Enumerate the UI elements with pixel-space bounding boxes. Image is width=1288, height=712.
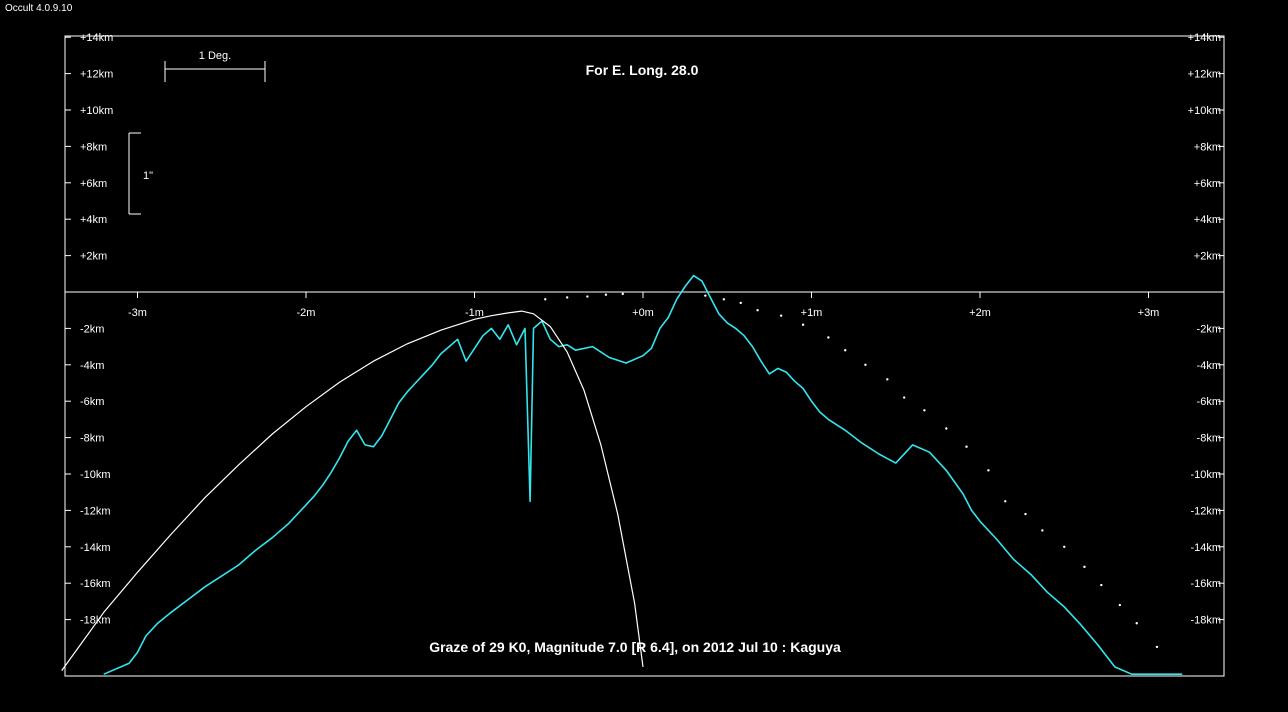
y-tick-label-right: -16km bbox=[1190, 578, 1221, 590]
y-tick-label-right: -2km bbox=[1197, 323, 1221, 335]
y-tick-label-left: +6km bbox=[80, 178, 107, 190]
y-tick-label-right: -14km bbox=[1190, 542, 1221, 554]
y-tick-label-left: -16km bbox=[80, 578, 111, 590]
limb-profile-line bbox=[103, 274, 1183, 676]
y-tick-label-right: +4km bbox=[1194, 214, 1221, 226]
axis-tick-labels: -3m -2m -1m +0m +1m +2m +3m +14km +14km +12km +12k… bbox=[80, 32, 1221, 626]
axis-ticks bbox=[65, 36, 1224, 621]
y-tick-label-left: +12km bbox=[80, 69, 113, 81]
y-tick-label-left: -14km bbox=[80, 542, 111, 554]
y-tick-label-right: -4km bbox=[1197, 360, 1221, 372]
limit-dot bbox=[544, 298, 547, 301]
limit-dot bbox=[779, 314, 783, 317]
x-tick-label: -2m bbox=[297, 307, 316, 319]
limit-dot bbox=[722, 298, 726, 301]
y-tick-label-right: -6km bbox=[1197, 396, 1221, 408]
y-tick-label-left: +2km bbox=[80, 251, 107, 263]
chart-title: For E. Long. 28.0 bbox=[586, 62, 699, 78]
limit-dot bbox=[565, 296, 569, 299]
limit-dot bbox=[1155, 645, 1159, 649]
y-tick-label-right: +6km bbox=[1194, 178, 1221, 190]
limit-dot bbox=[704, 294, 707, 297]
chart-subtitle: Graze of 29 K0, Magnitude 7.0 [R 6.4], o… bbox=[429, 639, 841, 655]
limit-dot bbox=[827, 336, 830, 339]
x-tick-label: +3m bbox=[1138, 307, 1160, 319]
limit-dot bbox=[1118, 603, 1122, 607]
app-title: Occult 4.0.9.10 bbox=[5, 3, 73, 14]
x-tick-label: +2m bbox=[969, 307, 991, 319]
y-tick-label-left: -8km bbox=[80, 433, 104, 445]
y-tick-label-right: -18km bbox=[1190, 615, 1221, 627]
y-tick-label-left: +8km bbox=[80, 141, 107, 153]
limit-dot bbox=[965, 445, 968, 448]
degree-scale-label: 1 Deg. bbox=[199, 50, 231, 62]
y-tick-label-right: +12km bbox=[1188, 69, 1221, 81]
y-tick-label-left: +10km bbox=[80, 105, 113, 117]
arcsec-scale-bar: 1" bbox=[128, 132, 153, 215]
limit-dot bbox=[902, 396, 906, 399]
x-tick-label: +0m bbox=[632, 307, 654, 319]
limit-dot bbox=[739, 301, 742, 305]
y-tick-label-left: +14km bbox=[80, 32, 113, 44]
arcsec-scale-label: 1" bbox=[143, 170, 153, 182]
limit-dot bbox=[1041, 529, 1044, 532]
y-tick-label-left: -18km bbox=[80, 615, 111, 627]
limit-dot bbox=[864, 363, 867, 366]
y-tick-label-left: -6km bbox=[80, 396, 104, 408]
plot-frame bbox=[64, 35, 1225, 677]
x-tick-label: -3m bbox=[128, 307, 147, 319]
x-tick-label: +1m bbox=[801, 307, 823, 319]
limit-dot bbox=[886, 378, 889, 381]
limit-dot bbox=[1063, 545, 1066, 548]
limit-dot bbox=[1024, 512, 1027, 516]
y-tick-label-right: +10km bbox=[1188, 105, 1221, 117]
limit-dot bbox=[923, 409, 926, 412]
limit-dot bbox=[801, 323, 805, 326]
limit-dot bbox=[756, 309, 759, 312]
mean-limb-curve bbox=[61, 310, 644, 671]
y-tick-label-left: -12km bbox=[80, 505, 111, 517]
limit-dot bbox=[621, 292, 624, 296]
y-tick-label-right: -10km bbox=[1190, 469, 1221, 481]
y-tick-label-right: +14km bbox=[1188, 32, 1221, 44]
series-layer bbox=[61, 274, 1183, 676]
limit-dot bbox=[987, 469, 990, 472]
limit-dot bbox=[586, 295, 589, 298]
limit-dot bbox=[1100, 583, 1103, 587]
limit-dot bbox=[945, 427, 948, 430]
y-tick-label-left: +4km bbox=[80, 214, 107, 226]
limit-dot bbox=[604, 293, 608, 296]
limit-dot bbox=[1083, 565, 1086, 569]
limit-dot bbox=[844, 349, 847, 352]
y-tick-label-left: -2km bbox=[80, 323, 104, 335]
limit-dot bbox=[1004, 500, 1007, 503]
x-tick-label: -1m bbox=[465, 307, 484, 319]
limit-dot bbox=[1135, 622, 1138, 625]
y-tick-label-left: -10km bbox=[80, 469, 111, 481]
y-tick-label-right: -12km bbox=[1190, 505, 1221, 517]
y-tick-label-right: -8km bbox=[1197, 433, 1221, 445]
y-tick-label-right: +8km bbox=[1194, 141, 1221, 153]
y-tick-label-left: -4km bbox=[80, 360, 104, 372]
y-tick-label-right: +2km bbox=[1194, 251, 1221, 263]
degree-scale-bar: 1 Deg. bbox=[164, 50, 266, 82]
